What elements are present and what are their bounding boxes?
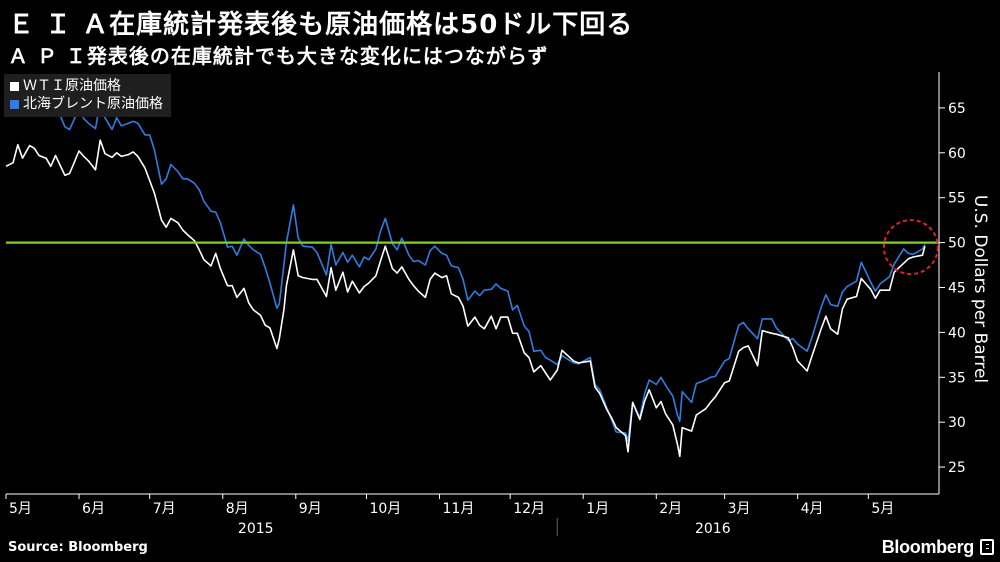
y-axis-label: U.S. Dollars per Barrel	[970, 195, 990, 383]
legend-swatch-brent	[10, 99, 19, 109]
y-tick-label-30: 30	[948, 415, 966, 431]
x-tick-label-2: 7月	[153, 501, 176, 517]
x-tick-label-7: 12月	[513, 501, 545, 517]
series-line-brent	[5, 82, 926, 442]
x-tick-label-1: 6月	[82, 501, 105, 517]
axis-layer: 25 30 35 40 45 50 55 60 65 5月 6月 7月 8月 9月 10月 11月 12月 1月 2…	[5, 72, 966, 537]
y-tick-label-35: 35	[948, 370, 966, 386]
brand-logo-text: Bloomberg	[881, 537, 975, 557]
legend-label-wti: ＷＴＩ原油価格	[23, 78, 121, 94]
y-tick-label-45: 45	[948, 280, 966, 296]
x-tick-label-3: 8月	[226, 501, 249, 517]
x-tick-label-12: 5月	[871, 501, 894, 517]
y-tick-label-55: 55	[948, 191, 966, 207]
highlight-circle	[882, 219, 939, 276]
series-layer	[5, 82, 926, 458]
legend-item-wti: ＷＴＩ原油価格	[10, 77, 163, 95]
legend-item-brent: 北海ブレント原油価格	[10, 95, 163, 113]
x-tick-label-0: 5月	[9, 501, 32, 517]
y-tick-label-40: 40	[948, 325, 966, 341]
chart-title: Ｅ Ｉ Ａ在庫統計発表後も原油価格は50ドル下回る	[8, 10, 634, 40]
series-line-wti	[5, 139, 926, 458]
legend-label-brent: 北海ブレント原油価格	[23, 96, 163, 112]
y-tick-label-60: 60	[948, 146, 966, 162]
year-label-2015: 2015	[238, 521, 274, 537]
y-tick-label-65: 65	[948, 101, 966, 117]
x-tick-label-10: 3月	[728, 501, 751, 517]
chart-legend: ＷＴＩ原油価格 北海ブレント原油価格	[4, 74, 171, 117]
x-tick-label-4: 9月	[299, 501, 322, 517]
legend-swatch-wti	[10, 81, 19, 91]
year-label-2016: 2016	[695, 521, 731, 537]
overlay-layer	[6, 219, 939, 276]
x-tick-label-9: 2月	[659, 501, 682, 517]
x-tick-label-8: 1月	[586, 501, 609, 517]
y-tick-label-50: 50	[948, 236, 966, 252]
source-note: Source: Bloomberg	[8, 540, 148, 555]
x-tick-label-5: 10月	[369, 501, 401, 517]
y-tick-label-25: 25	[948, 460, 966, 476]
chart-subtitle: Ａ Ｐ Ｉ発表後の在庫統計でも大きな変化にはつながらず	[8, 44, 549, 68]
x-tick-label-11: 4月	[801, 501, 824, 517]
x-tick-label-6: 11月	[443, 501, 475, 517]
bloomberg-app-icon	[980, 539, 994, 555]
